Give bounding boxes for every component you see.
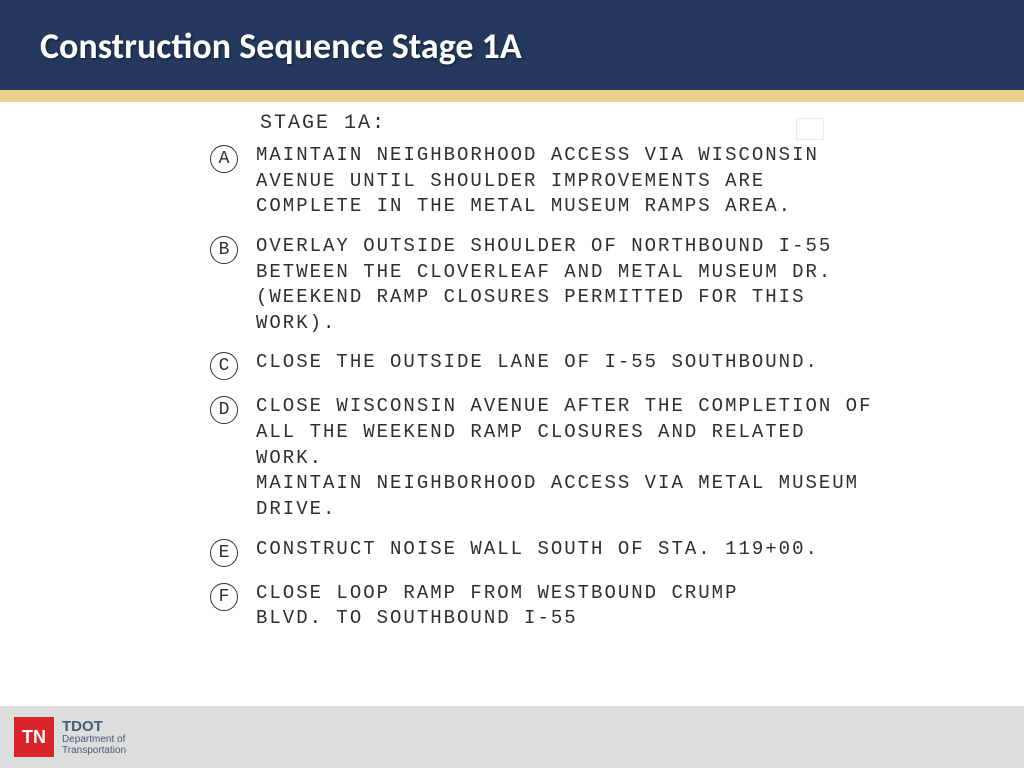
sequence-item: D CLOSE WISCONSIN AVENUE AFTER THE COMPL… <box>210 394 1024 522</box>
item-letter-circle: C <box>210 352 238 380</box>
item-text: CLOSE WISCONSIN AVENUE AFTER THE COMPLET… <box>256 394 876 522</box>
page-title: Construction Sequence Stage 1A <box>40 24 984 68</box>
item-text: OVERLAY OUTSIDE SHOULDER OF NORTHBOUND I… <box>256 234 832 337</box>
item-text: MAINTAIN NEIGHBORHOOD ACCESS VIA WISCONS… <box>256 143 819 220</box>
item-letter-circle: D <box>210 396 238 424</box>
item-letter-circle: F <box>210 583 238 611</box>
item-text: CLOSE THE OUTSIDE LANE OF I-55 SOUTHBOUN… <box>256 350 819 376</box>
agency-label: TDOT Department of Transportation <box>62 719 126 756</box>
item-text: CONSTRUCT NOISE WALL SOUTH OF STA. 119+0… <box>256 537 819 563</box>
agency-acronym: TDOT <box>62 719 126 734</box>
sequence-item: C CLOSE THE OUTSIDE LANE OF I-55 SOUTHBO… <box>210 350 1024 380</box>
stage-heading: STAGE 1A: <box>260 112 1024 135</box>
title-bar: Construction Sequence Stage 1A <box>0 0 1024 90</box>
sequence-item: B OVERLAY OUTSIDE SHOULDER OF NORTHBOUND… <box>210 234 1024 337</box>
agency-line1: Department of <box>62 734 126 745</box>
item-letter-circle: A <box>210 145 238 173</box>
item-letter-circle: B <box>210 236 238 264</box>
content-area: STAGE 1A: A MAINTAIN NEIGHBORHOOD ACCESS… <box>0 102 1024 632</box>
accent-strip <box>0 90 1024 102</box>
sequence-item: E CONSTRUCT NOISE WALL SOUTH OF STA. 119… <box>210 537 1024 567</box>
tn-logo: TN <box>14 717 54 757</box>
item-text: CLOSE LOOP RAMP FROM WESTBOUND CRUMP BLV… <box>256 581 738 632</box>
footer-bar: TN TDOT Department of Transportation <box>0 706 1024 768</box>
sequence-item: A MAINTAIN NEIGHBORHOOD ACCESS VIA WISCO… <box>210 143 1024 220</box>
agency-line2: Transportation <box>62 745 126 756</box>
item-letter-circle: E <box>210 539 238 567</box>
sequence-item: F CLOSE LOOP RAMP FROM WESTBOUND CRUMP B… <box>210 581 1024 632</box>
